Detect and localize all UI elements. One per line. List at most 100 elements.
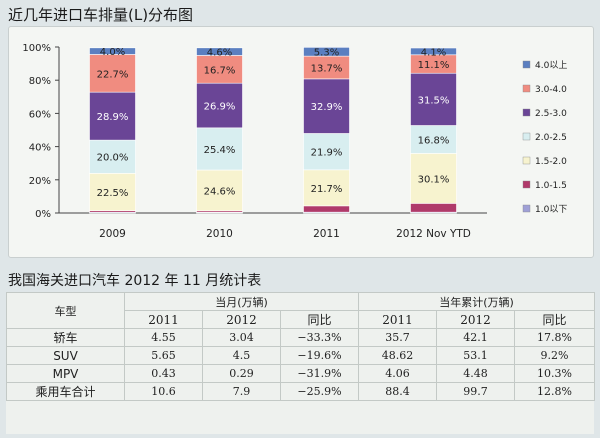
bar-segment [89, 91, 136, 141]
table-cell: 88.4 [358, 382, 438, 401]
bar-segment [303, 169, 350, 207]
data-label: 4.6% [207, 48, 232, 59]
bar-segment [196, 169, 243, 212]
chart-title: 近几年进口车排量(L)分布图 [8, 6, 194, 24]
data-label: 11.1% [418, 60, 450, 71]
data-label: 25.4% [204, 145, 236, 156]
data-label: 32.9% [311, 102, 343, 113]
y-tick-label: 20% [29, 176, 51, 187]
table-cell: 0.43 [124, 364, 203, 383]
bar-segment [410, 47, 457, 56]
table-cell: 5.65 [124, 346, 203, 365]
x-tick-label: 2012 Nov YTD [396, 228, 471, 240]
legend-label: 2.0-2.5 [535, 133, 567, 143]
row-label: 乘用车合计 [6, 382, 125, 401]
y-tick-label: 100% [22, 43, 51, 54]
bar-segment [89, 173, 136, 211]
bar-segment [303, 47, 350, 57]
data-label: 22.7% [97, 69, 129, 80]
row-label: SUV [6, 346, 125, 365]
legend-label: 2.5-3.0 [535, 109, 567, 119]
bar-segment [303, 78, 350, 134]
stats-table-wrap: 车型 当月(万辆) 当年累计(万辆) 2011 2012 同比 2011 201… [6, 292, 596, 434]
table-cell: 10.3% [514, 364, 596, 383]
x-tick-label: 2009 [99, 228, 126, 240]
bar-segment [89, 139, 136, 174]
bar-segment [410, 203, 457, 213]
subheader: 2011 [358, 310, 438, 329]
subheader: 2012 [202, 310, 281, 329]
table-row: MPV 0.43 0.29 −31.9% 4.06 4.48 10.3% [6, 364, 596, 383]
legend-label: 3.0-4.0 [535, 85, 567, 95]
table-cell: −25.9% [279, 382, 360, 401]
data-label: 21.9% [311, 148, 343, 159]
row-label: MPV [6, 364, 125, 383]
stacked-bar-chart: 0% 20% 40% 60% 80% 100% 22.5% 20.0% 28.9% 22.7% 4.… [22, 43, 567, 240]
legend-swatch [522, 84, 531, 93]
legend-swatch [522, 132, 531, 141]
table-cell: −19.6% [279, 346, 360, 365]
data-label: 13.7% [311, 64, 343, 75]
bar-segment [196, 127, 243, 171]
y-tick-label: 40% [29, 143, 51, 154]
bar-segment [89, 54, 136, 93]
legend-label: 4.0以上 [535, 60, 567, 71]
bar-segment [410, 72, 457, 126]
data-label: 21.7% [311, 184, 343, 195]
legend-swatch [522, 180, 531, 189]
table-cell: 35.7 [358, 328, 438, 347]
legend-swatch [522, 60, 531, 69]
legend-swatch [522, 204, 531, 213]
data-label: 16.7% [204, 65, 236, 76]
table-cell: 17.8% [514, 328, 596, 347]
y-tick-label: 60% [29, 109, 51, 120]
y-tick-label: 80% [29, 76, 51, 87]
bar-segment [89, 47, 136, 55]
bar-segment [196, 47, 243, 56]
row-label: 轿车 [6, 328, 125, 347]
table-cell: 10.6 [124, 382, 203, 401]
table-cell: 53.1 [436, 346, 516, 365]
data-label: 16.8% [418, 135, 450, 146]
table-cell: 4.55 [124, 328, 203, 347]
data-label: 24.6% [204, 186, 236, 197]
legend-label: 1.0以下 [535, 205, 567, 215]
data-label: 4.0% [100, 47, 125, 58]
legend-swatch [522, 156, 531, 165]
table-cell: 42.1 [436, 328, 516, 347]
bar-segment [303, 205, 350, 213]
table-cell: 12.8% [514, 382, 596, 401]
header-type: 车型 [6, 292, 125, 329]
table-cell: 9.2% [514, 346, 596, 365]
table-cell: 3.04 [202, 328, 281, 347]
subheader: 同比 [514, 310, 596, 329]
bar-segment [196, 82, 243, 129]
table-cell: 99.7 [436, 382, 516, 401]
bar-segment [410, 153, 457, 204]
table-cell: 48.62 [358, 346, 438, 365]
stats-table: 车型 当月(万辆) 当年累计(万辆) 2011 2012 同比 2011 201… [6, 292, 596, 401]
table-row: 轿车 4.55 3.04 −33.3% 35.7 42.1 17.8% [6, 328, 596, 347]
data-label: 28.9% [97, 112, 129, 123]
table-row: SUV 5.65 4.5 −19.6% 48.62 53.1 9.2% [6, 346, 596, 365]
legend-label: 1.0-1.5 [535, 181, 567, 191]
subheader: 2011 [124, 310, 203, 329]
table-cell: 4.06 [358, 364, 438, 383]
table-cell: −31.9% [279, 364, 360, 383]
header-month-group: 当月(万辆) [123, 292, 360, 311]
table-cell: 4.48 [436, 364, 516, 383]
data-label: 22.5% [97, 188, 129, 199]
header-ytd-group: 当年累计(万辆) [358, 292, 596, 311]
data-label: 26.9% [204, 102, 236, 113]
x-tick-label: 2010 [206, 228, 233, 240]
legend-swatch [522, 108, 531, 117]
bar-segment [303, 133, 350, 171]
table-cell: 4.5 [202, 346, 281, 365]
data-label: 31.5% [418, 95, 450, 106]
table-cell: 7.9 [202, 382, 281, 401]
data-label: 30.1% [418, 174, 450, 185]
subheader: 2012 [436, 310, 516, 329]
legend-label: 1.5-2.0 [535, 157, 567, 167]
table-row: 乘用车合计 10.6 7.9 −25.9% 88.4 99.7 12.8% [6, 382, 596, 401]
table-cell: 0.29 [202, 364, 281, 383]
